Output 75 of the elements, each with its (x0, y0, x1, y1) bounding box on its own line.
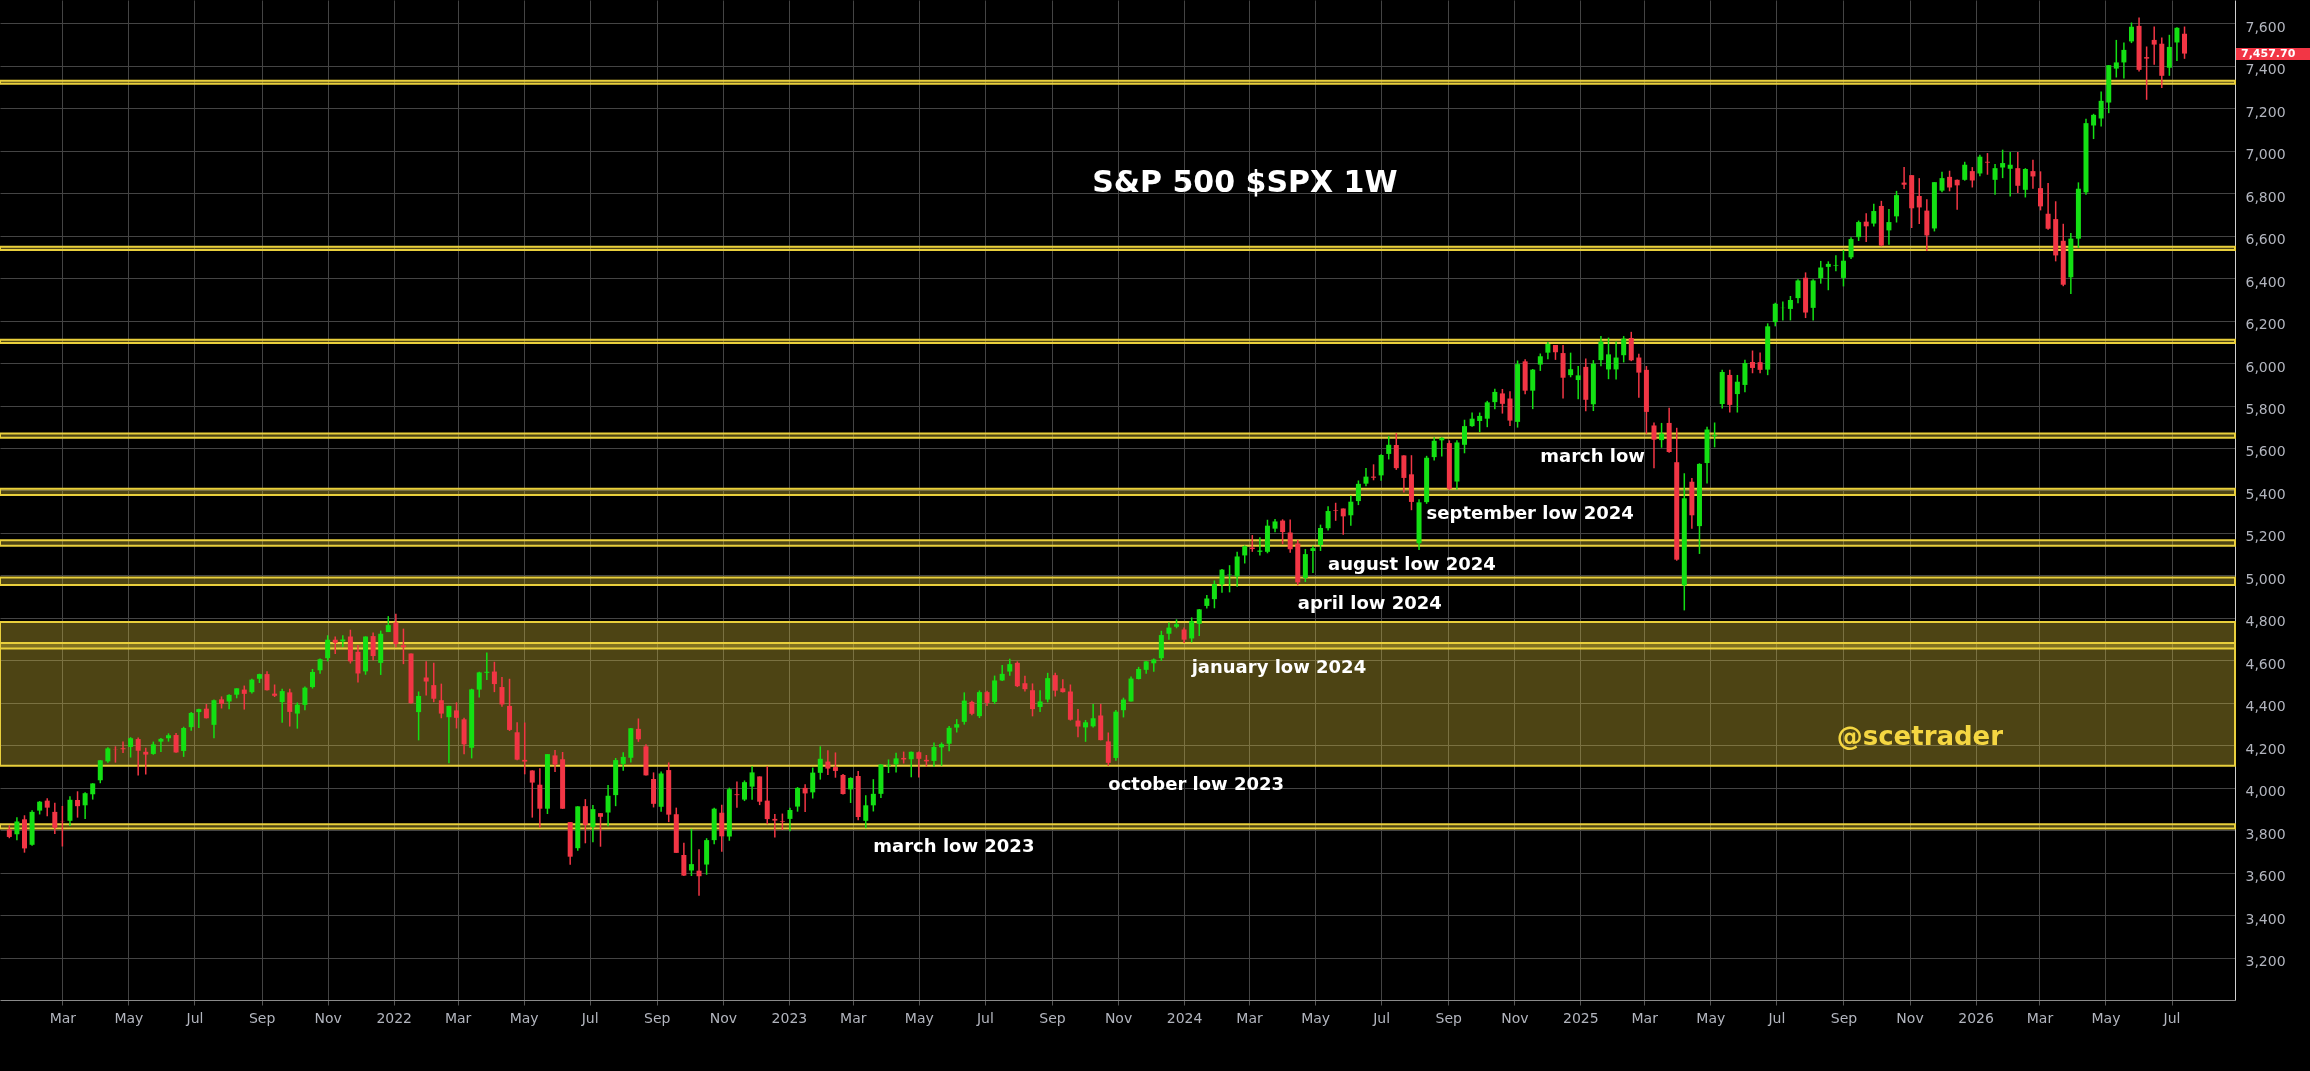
y-tick-label: 5,200 (2245, 528, 2286, 545)
x-tick-label: 2026 (1958, 1009, 1994, 1026)
x-tick-label: Nov (314, 1009, 342, 1026)
y-tick-label: 5,400 (2245, 485, 2286, 502)
candlestick (1984, 152, 1990, 176)
y-tick-label: 3,200 (2245, 953, 2286, 970)
x-tick-label: Nov (1104, 1009, 1133, 1026)
x-tick-label: May (509, 1009, 539, 1026)
annotation: april low 2024 (1297, 591, 1442, 613)
y-tick-label: 5,600 (2245, 443, 2286, 460)
x-tick-label: Jul (580, 1009, 599, 1026)
candlestick (1333, 502, 1339, 522)
y-tick-label: 7,200 (2245, 103, 2286, 120)
x-tick-label: May (904, 1009, 934, 1026)
x-tick-label: May (2091, 1009, 2121, 1026)
y-tick-label: 4,400 (2245, 698, 2286, 715)
candlestick (1833, 254, 1839, 272)
annotation: august low 2024 (1328, 552, 1496, 574)
annotation: october low 2023 (1108, 772, 1285, 794)
x-tick-label: Sep (1435, 1009, 1463, 1026)
x-tick-label: Sep (1039, 1009, 1066, 1026)
annotation: january low 2024 (1190, 655, 1367, 677)
x-tick-label: Jul (1372, 1009, 1391, 1026)
x-tick-label: May (1696, 1009, 1726, 1026)
x-tick-label: Nov (709, 1009, 738, 1026)
annotation: march low 2023 (873, 835, 1035, 857)
y-tick-label: 3,600 (2245, 868, 2286, 885)
candlestick (1712, 421, 1718, 449)
y-tick-label: 6,200 (2245, 316, 2286, 333)
y-tick-label: 6,800 (2245, 188, 2286, 205)
annotation: march low (1540, 444, 1646, 466)
x-tick-label: Jul (185, 1009, 204, 1026)
y-tick-label: 4,200 (2245, 740, 2286, 757)
x-tick-label: Nov (1896, 1009, 1924, 1026)
candlestick (2144, 45, 2150, 101)
y-tick-label: 5,800 (2245, 401, 2286, 418)
x-tick-label: 2023 (771, 1009, 808, 1026)
x-tick-label: May (114, 1009, 144, 1026)
y-tick-label: 7,000 (2245, 146, 2286, 163)
x-tick-label: Sep (248, 1009, 276, 1026)
y-tick-label: 5,000 (2245, 570, 2286, 587)
candlestick (522, 721, 528, 776)
x-tick-label: Mar (1236, 1009, 1263, 1026)
candlestick (2000, 148, 2006, 179)
x-tick-label: May (1301, 1009, 1331, 1026)
x-tick-label: Sep (1830, 1009, 1858, 1026)
x-tick-label: 2022 (376, 1009, 413, 1026)
y-tick-label: 7,600 (2245, 18, 2286, 35)
x-tick-label: Mar (2026, 1009, 2054, 1026)
y-tick-label: 6,600 (2245, 231, 2286, 248)
annotation: @scetrader (1836, 721, 2004, 751)
x-tick-label: Jul (975, 1009, 994, 1026)
x-tick-label: Jul (1767, 1009, 1786, 1026)
y-tick-label: 4,000 (2245, 783, 2286, 800)
candlestick (1227, 564, 1233, 594)
candlestick (2113, 39, 2119, 79)
text: 7,457.70 (2241, 47, 2296, 60)
text: S&P 500 $SPX 1W (1092, 164, 1398, 199)
x-tick-label: Mar (1631, 1009, 1659, 1026)
x-tick-label: 2024 (1166, 1009, 1203, 1026)
x-tick-label: Mar (49, 1009, 77, 1026)
x-tick-label: Sep (644, 1009, 671, 1026)
y-tick-label: 6,000 (2245, 358, 2286, 375)
annotation: september low 2024 (1426, 502, 1634, 524)
y-tick-label: 4,800 (2245, 613, 2286, 630)
x-tick-label: Nov (1501, 1009, 1529, 1026)
x-tick-label: 2025 (1563, 1009, 1599, 1026)
y-tick-label: 4,600 (2245, 655, 2286, 672)
y-tick-label: 6,400 (2245, 273, 2286, 290)
x-tick-label: Mar (444, 1009, 472, 1026)
y-tick-label: 7,400 (2245, 61, 2286, 78)
y-tick-label: 3,400 (2245, 910, 2286, 927)
x-tick-label: Jul (2162, 1009, 2181, 1026)
x-tick-label: Mar (840, 1009, 867, 1026)
y-tick-label: 3,800 (2245, 825, 2286, 842)
